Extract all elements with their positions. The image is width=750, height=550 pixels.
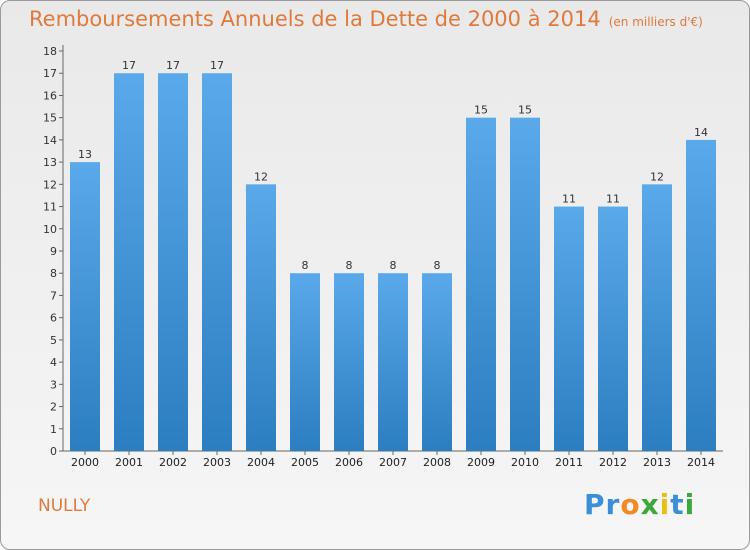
- x-tick-label: 2000: [71, 456, 99, 469]
- x-tick-label: 2005: [291, 456, 319, 469]
- bar: [290, 273, 320, 451]
- data-label: 12: [254, 170, 268, 183]
- y-tick-label: 13: [43, 156, 57, 169]
- y-tick-label: 5: [50, 334, 57, 347]
- data-label: 15: [474, 104, 488, 117]
- data-label: 17: [122, 59, 136, 72]
- y-tick-label: 10: [43, 223, 57, 236]
- data-label: 8: [434, 259, 441, 272]
- x-tick-label: 2003: [203, 456, 231, 469]
- y-tick-label: 8: [50, 267, 57, 280]
- bar: [114, 73, 144, 451]
- logo-letter: i: [659, 488, 671, 521]
- y-tick-label: 16: [43, 89, 57, 102]
- bars: 13 17 17 17 12 8 8 8 8 15 15 11 11 12 14: [70, 59, 716, 452]
- bar: [422, 273, 452, 451]
- y-tick-label: 2: [50, 401, 57, 414]
- y-tick-label: 11: [43, 201, 57, 214]
- x-tick-label: 2007: [379, 456, 407, 469]
- x-tick-label: 2012: [599, 456, 627, 469]
- x-tick-label: 2014: [687, 456, 715, 469]
- x-axis-ticks: 2000 2001 2002 2003 2004 2005 2006 2007 2008 2009…: [71, 451, 715, 469]
- bar: [246, 184, 276, 452]
- chart-title: Remboursements Annuels de la Dette de 20…: [29, 7, 703, 31]
- logo-letter: t: [670, 488, 685, 521]
- data-label: 11: [606, 193, 620, 206]
- x-tick-label: 2001: [115, 456, 143, 469]
- data-label: 14: [694, 126, 708, 139]
- y-tick-label: 17: [43, 67, 57, 80]
- y-tick-label: 6: [50, 312, 57, 325]
- bar: [686, 139, 716, 451]
- bar: [466, 117, 496, 452]
- y-tick-label: 18: [43, 45, 57, 58]
- data-label: 8: [390, 259, 397, 272]
- y-tick-label: 14: [43, 134, 57, 147]
- logo-letter: o: [620, 488, 641, 521]
- y-tick-label: 0: [50, 445, 57, 458]
- chart-title-text: Remboursements Annuels de la Dette de 20…: [29, 7, 601, 31]
- y-tick-label: 15: [43, 112, 57, 125]
- bar: [598, 206, 628, 451]
- x-tick-label: 2013: [643, 456, 671, 469]
- bar: [202, 73, 232, 451]
- bar: [378, 273, 408, 451]
- logo-letter: x: [640, 488, 660, 521]
- bar: [70, 162, 100, 451]
- y-tick-label: 4: [50, 356, 57, 369]
- y-tick-label: 1: [50, 423, 57, 436]
- bar: [554, 206, 584, 451]
- bar: [158, 73, 188, 451]
- x-tick-label: 2004: [247, 456, 275, 469]
- commune-name: NULLY: [38, 496, 91, 516]
- proxiti-logo: Proxiti: [584, 488, 695, 521]
- data-label: 13: [78, 148, 92, 161]
- bar: [334, 273, 364, 451]
- data-label: 8: [346, 259, 353, 272]
- chart-unit: (en milliers d'€): [608, 15, 703, 29]
- logo-letter: i: [684, 488, 696, 521]
- y-tick-label: 7: [50, 289, 57, 302]
- bar: [642, 184, 672, 452]
- x-tick-label: 2008: [423, 456, 451, 469]
- data-label: 17: [166, 59, 180, 72]
- x-tick-label: 2009: [467, 456, 495, 469]
- data-label: 15: [518, 104, 532, 117]
- logo-letter: P: [584, 488, 606, 521]
- x-tick-label: 2002: [159, 456, 187, 469]
- y-tick-label: 12: [43, 178, 57, 191]
- data-label: 11: [562, 193, 576, 206]
- x-tick-label: 2006: [335, 456, 363, 469]
- data-label: 12: [650, 170, 664, 183]
- bar: [510, 117, 540, 452]
- data-label: 8: [302, 259, 309, 272]
- y-tick-label: 9: [50, 245, 57, 258]
- data-label: 17: [210, 59, 224, 72]
- logo-letter: r: [605, 488, 621, 521]
- x-tick-label: 2010: [511, 456, 539, 469]
- x-tick-label: 2011: [555, 456, 583, 469]
- y-tick-label: 3: [50, 378, 57, 391]
